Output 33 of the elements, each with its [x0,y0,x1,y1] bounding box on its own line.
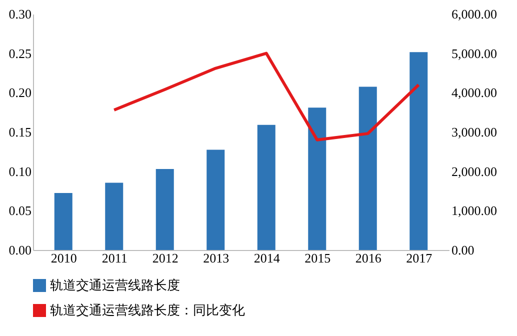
y2-tick-label: 6,000.00 [452,6,497,22]
x-tick-label: 2011 [102,250,128,266]
x-tick-label: 2015 [304,250,331,266]
y-tick-label: 0.00 [8,242,32,258]
y-tick-label: 0.25 [8,46,32,61]
x-tick-label: 2016 [355,250,382,266]
x-tick-label: 2017 [406,250,433,266]
x-tick-label: 2014 [254,250,280,266]
bar [206,150,225,250]
x-tick-label: 2012 [152,250,178,266]
y2-tick-label: 1,000.00 [452,203,497,218]
y2-tick-label: 4,000.00 [452,85,497,100]
line-series [112,52,420,142]
y-tick-label: 0.20 [8,85,32,100]
y2-tick-label: 3,000.00 [452,124,497,140]
x-tick-label: 2010 [50,250,77,266]
y2-tick-label: 2,000.00 [452,164,497,179]
x-tick-label: 2013 [203,250,230,266]
bar [257,124,276,250]
bar [156,168,174,250]
bar [410,52,428,250]
bar [308,108,326,250]
bar [358,86,377,250]
bar [105,182,124,250]
y-tick-label: 0.30 [8,6,32,22]
y-tick-label: 0.10 [8,164,32,179]
bar [54,192,72,250]
y2-tick-label: 0.00 [452,242,474,258]
legend-label: 轨道交通运营线路长度：同比变化 [50,302,245,318]
y-tick-label: 0.05 [8,203,32,218]
y-tick-label: 0.15 [8,124,32,140]
legend-label: 轨道交通运营线路长度 [50,278,180,292]
y2-tick-label: 5,000.00 [452,46,497,61]
